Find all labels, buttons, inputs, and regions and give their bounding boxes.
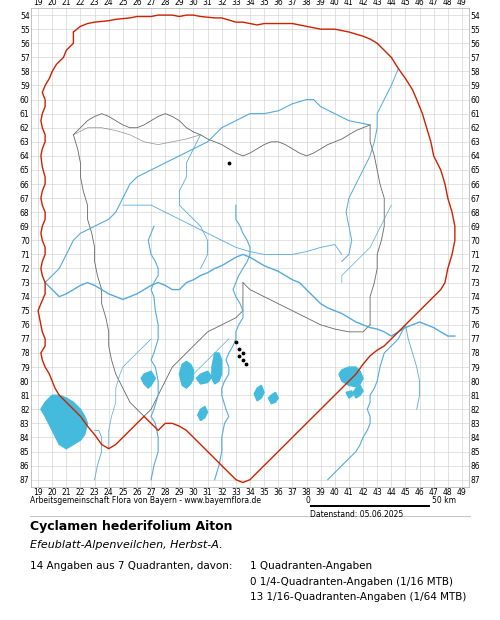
Polygon shape [346,391,353,398]
Polygon shape [180,361,194,388]
Text: Datenstand: 05.06.2025: Datenstand: 05.06.2025 [310,510,403,520]
Polygon shape [196,371,212,384]
Text: 0: 0 [305,496,310,505]
Polygon shape [198,407,207,420]
Text: Efeublatt-Alpenveilchen, Herbst-A.: Efeublatt-Alpenveilchen, Herbst-A. [30,540,222,550]
Polygon shape [339,367,363,387]
Polygon shape [268,392,278,404]
Text: Cyclamen hederifolium Aiton: Cyclamen hederifolium Aiton [30,520,232,533]
Polygon shape [212,353,222,384]
Text: 0 1/4-Quadranten-Angaben (1/16 MTB): 0 1/4-Quadranten-Angaben (1/16 MTB) [250,577,453,587]
Text: 50 km: 50 km [432,496,456,505]
Text: 14 Angaben aus 7 Quadranten, davon:: 14 Angaben aus 7 Quadranten, davon: [30,561,232,571]
Text: 1 Quadranten-Angaben: 1 Quadranten-Angaben [250,561,372,571]
Text: 13 1/16-Quadranten-Angaben (1/64 MTB): 13 1/16-Quadranten-Angaben (1/64 MTB) [250,592,466,602]
Polygon shape [141,371,156,388]
Polygon shape [41,395,88,449]
Polygon shape [353,386,363,398]
Text: Arbeitsgemeinschaft Flora von Bayern - www.bayernflora.de: Arbeitsgemeinschaft Flora von Bayern - w… [30,496,261,505]
Polygon shape [254,386,264,401]
